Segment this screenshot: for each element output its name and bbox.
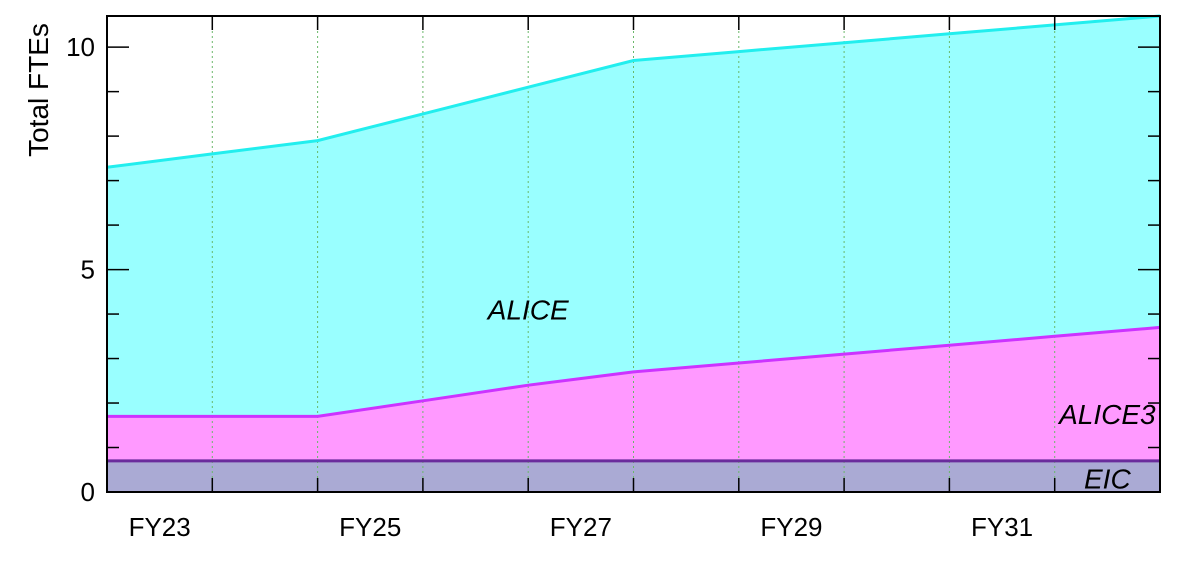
x-gridlines <box>211 16 1056 492</box>
plot-frame <box>106 15 1161 493</box>
x-tick-label: FY27 <box>550 512 612 542</box>
area-alice3 <box>107 327 1160 461</box>
y-tick-label: 5 <box>81 255 95 285</box>
y-tick-label: 10 <box>66 32 95 62</box>
y-axis-title: Total FTEs <box>23 23 54 157</box>
x-tick-label: FY23 <box>129 512 191 542</box>
y-tick-labels: 0 5 10 <box>66 32 95 507</box>
x-tick-label: FY29 <box>760 512 822 542</box>
x-tick-labels: FY23 FY25 FY27 FY29 FY31 <box>129 512 1034 542</box>
series-labels: EIC ALICE3 ALICE <box>486 295 1156 495</box>
line-alice <box>106 14 1161 169</box>
x-tick-label: FY25 <box>339 512 401 542</box>
series-label-eic: EIC <box>1084 464 1131 495</box>
y-tick-label: 0 <box>81 477 95 507</box>
series-label-alice: ALICE <box>486 295 569 326</box>
series-lines <box>106 14 1161 463</box>
line-alice3 <box>107 325 1161 418</box>
series-label-alice3: ALICE3 <box>1057 399 1156 430</box>
x-tick-label: FY31 <box>971 512 1033 542</box>
